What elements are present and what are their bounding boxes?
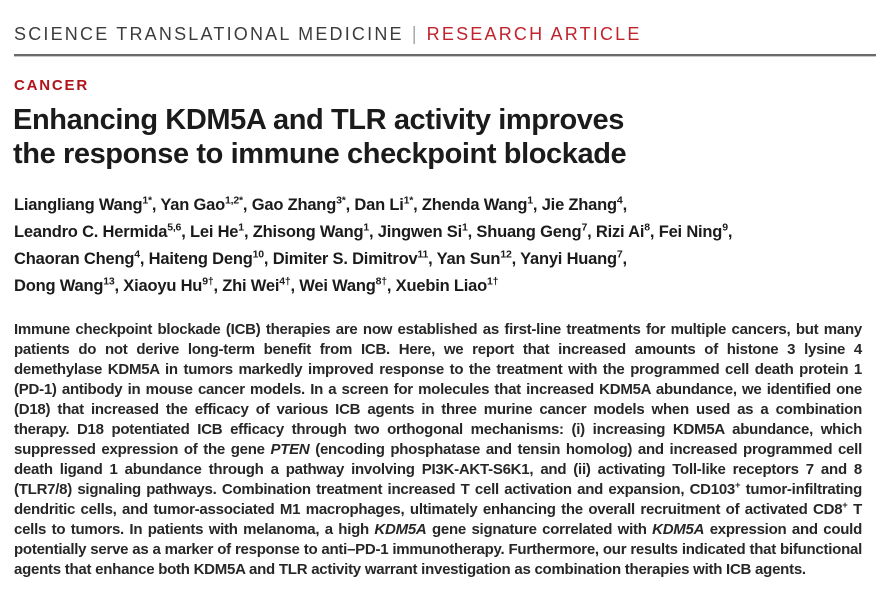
author-name: Shuang Geng bbox=[476, 223, 582, 241]
gene-name-italic: KDM5A bbox=[374, 521, 427, 538]
article-title: Enhancing KDM5A and TLR activity improve… bbox=[13, 103, 627, 171]
author-name: Dong Wang bbox=[14, 277, 104, 295]
masthead-divider: | bbox=[411, 24, 417, 45]
author-affiliation-sup: 4† bbox=[279, 275, 291, 288]
author-affiliation-sup: 9 bbox=[722, 221, 728, 234]
abstract-segment: Immune checkpoint blockade (ICB) therapi… bbox=[14, 321, 862, 458]
author-affiliation-sup: 1† bbox=[486, 275, 499, 288]
author-affiliation-sup: 4 bbox=[134, 248, 140, 261]
article-title-line-2: the response to immune checkpoint blocka… bbox=[13, 138, 627, 170]
author-name: Gao Zhang bbox=[251, 196, 337, 214]
abstract-segment: expression and could potentially serve a… bbox=[14, 521, 862, 578]
section-label: CANCER bbox=[14, 77, 89, 94]
masthead: SCIENCE TRANSLATIONAL MEDICINE | RESEARC… bbox=[14, 24, 642, 46]
abstract-segment: tumor-infiltrating dendritic cells, and … bbox=[14, 481, 862, 518]
author-affiliation-sup: 1,2* bbox=[225, 194, 243, 207]
author-name: Xuebin Liao bbox=[395, 277, 488, 295]
author-line: Chaoran Cheng4, Haiteng Deng10, Dimiter … bbox=[14, 248, 627, 268]
author-name: Haiteng Deng bbox=[148, 250, 253, 268]
author-name: Zhi Wei bbox=[222, 277, 280, 295]
author-affiliation-sup: 1 bbox=[527, 194, 533, 207]
abstract-segment: (encoding phosphatase and tensin homolog… bbox=[14, 441, 862, 498]
superscript-plus: + bbox=[842, 500, 848, 511]
author-affiliation-sup: 4 bbox=[616, 194, 623, 207]
header-rule bbox=[14, 54, 876, 57]
author-name: Wei Wang bbox=[299, 277, 376, 295]
author-name: Xiaoyu Hu bbox=[123, 277, 203, 295]
author-affiliation-sup: 10 bbox=[252, 248, 264, 261]
author-affiliation-sup: 8 bbox=[644, 221, 650, 234]
journal-name: SCIENCE TRANSLATIONAL MEDICINE bbox=[14, 24, 404, 44]
author-affiliation-sup: 7 bbox=[581, 221, 588, 234]
abstract-text: Immune checkpoint blockade (ICB) therapi… bbox=[14, 320, 862, 580]
author-name: Liangliang Wang bbox=[14, 196, 143, 214]
author-name: Jie Zhang bbox=[541, 196, 617, 214]
author-line: Liangliang Wang1*, Yan Gao1,2*, Gao Zhan… bbox=[14, 194, 627, 214]
author-affiliation-sup: 9† bbox=[202, 275, 214, 288]
author-affiliation-sup: 1* bbox=[142, 194, 152, 207]
author-name: Fei Ning bbox=[658, 223, 723, 241]
author-name: Lei He bbox=[189, 223, 239, 241]
author-name: Chaoran Cheng bbox=[14, 250, 135, 268]
author-affiliation-sup: 7 bbox=[616, 248, 623, 261]
gene-name-italic: PTEN bbox=[270, 441, 310, 458]
author-affiliation-sup: 8† bbox=[375, 275, 387, 288]
author-name: Zhisong Wang bbox=[252, 223, 364, 241]
author-affiliation-sup: 5,6 bbox=[167, 221, 182, 234]
author-affiliation-sup: 13 bbox=[103, 275, 115, 288]
author-name: Rizi Ai bbox=[595, 223, 645, 241]
article-title-line-1: Enhancing KDM5A and TLR activity improve… bbox=[13, 104, 624, 136]
article-type-label: RESEARCH ARTICLE bbox=[426, 24, 642, 44]
author-name: Zhenda Wang bbox=[421, 196, 528, 214]
author-name: Dimiter S. Dimitrov bbox=[272, 250, 418, 268]
superscript-plus: + bbox=[735, 480, 741, 491]
gene-name-italic: KDM5A bbox=[652, 521, 705, 538]
author-name: Yan Sun bbox=[436, 250, 501, 268]
author-affiliation-sup: 1 bbox=[238, 221, 244, 234]
author-affiliation-sup: 1* bbox=[403, 194, 414, 207]
author-name: Leandro C. Hermida bbox=[14, 223, 168, 241]
abstract-segment: T cells to tumors. In patients with mela… bbox=[14, 501, 862, 538]
author-line: Dong Wang13, Xiaoyu Hu9†, Zhi Wei4†, Wei… bbox=[14, 275, 499, 295]
author-name: Yan Gao bbox=[160, 196, 226, 214]
abstract-segment: gene signature correlated with bbox=[426, 521, 653, 538]
author-affiliation-sup: 12 bbox=[500, 248, 512, 261]
author-affiliation-sup: 11 bbox=[417, 248, 429, 261]
author-affiliation-sup: 1 bbox=[461, 221, 468, 234]
author-affiliation-sup: 1 bbox=[363, 221, 369, 234]
author-name: Yanyi Huang bbox=[520, 250, 617, 268]
author-line: Leandro C. Hermida5,6, Lei He1, Zhisong … bbox=[14, 221, 733, 241]
author-affiliation-sup: 3* bbox=[336, 194, 346, 207]
author-name: Jingwen Si bbox=[377, 223, 462, 241]
author-name: Dan Li bbox=[354, 196, 404, 214]
author-list: Liangliang Wang1*, Yan Gao1,2*, Gao Zhan… bbox=[14, 192, 732, 300]
